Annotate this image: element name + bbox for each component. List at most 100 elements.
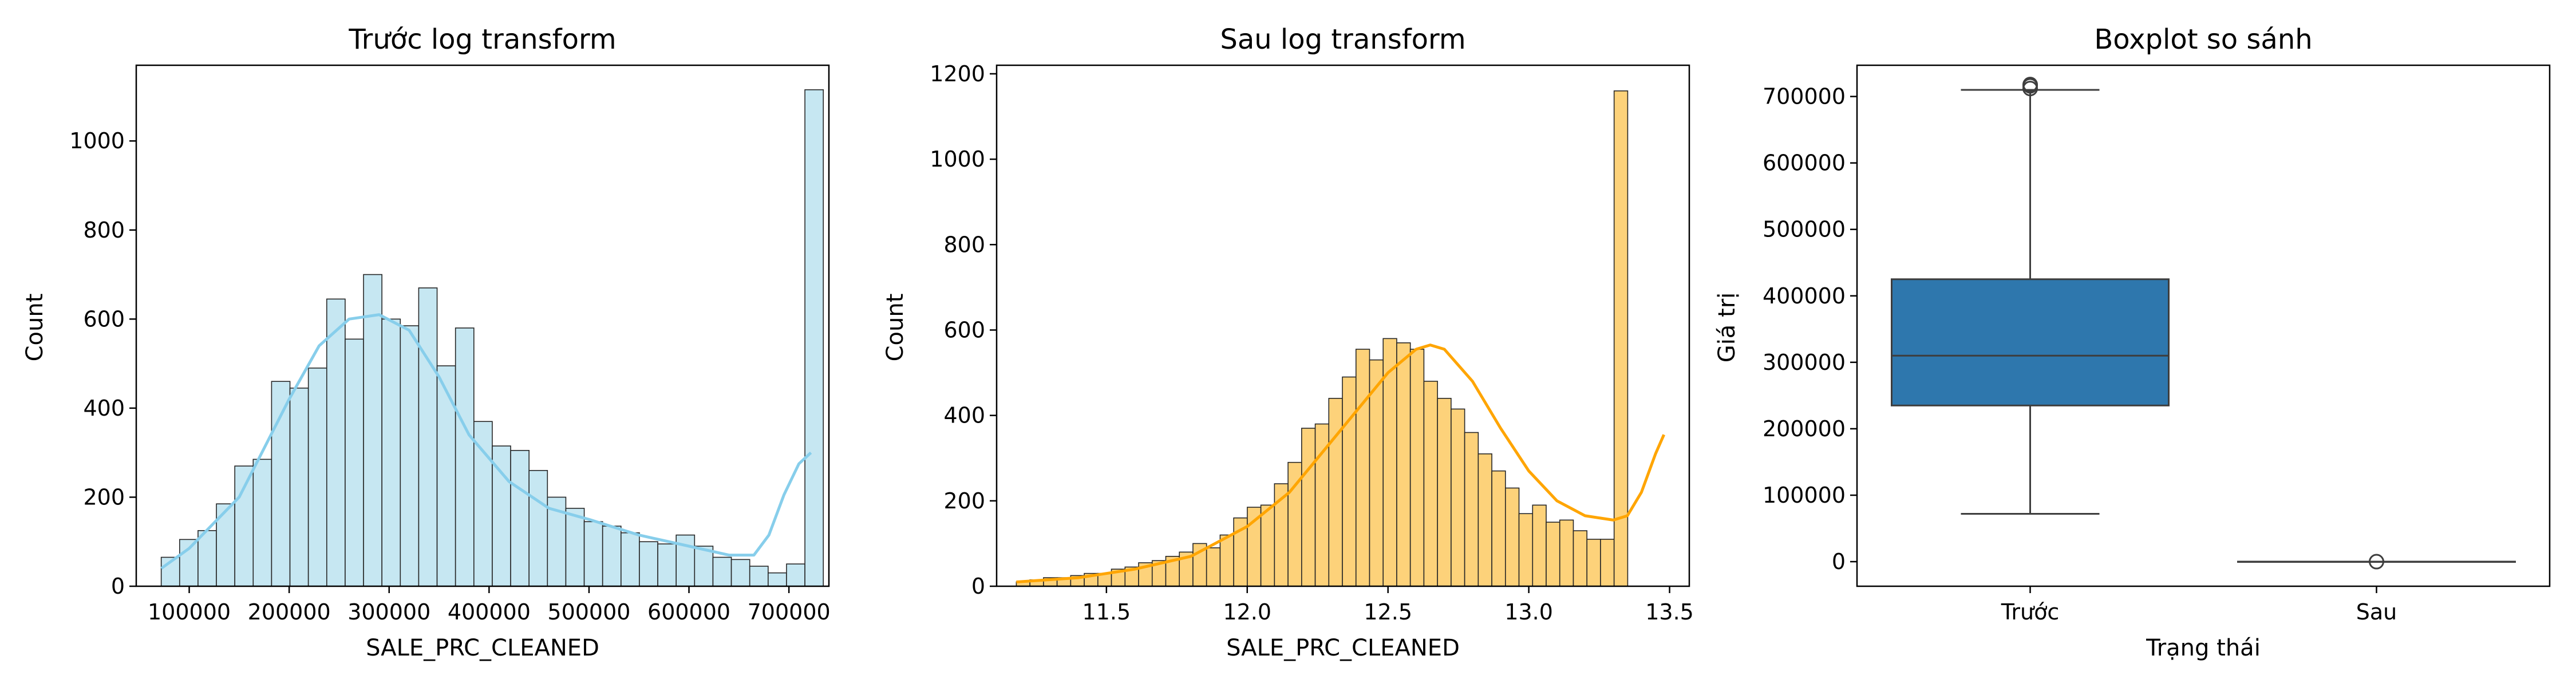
histogram-bar: [1600, 539, 1615, 587]
panel-before-log: Trước log transform SALE_PRC_CLEANED Cou…: [22, 23, 831, 661]
histogram-bar: [528, 469, 548, 587]
y-tick-label: 400: [83, 396, 125, 421]
histogram-bar: [1491, 470, 1506, 587]
histogram-bar: [565, 508, 585, 587]
x-tick-label: Trước: [2001, 599, 2059, 625]
histogram-bar: [1518, 513, 1534, 587]
x-tick-label: 300000: [347, 599, 430, 625]
histogram-bar: [363, 274, 382, 587]
histogram-bar: [1573, 530, 1588, 587]
x-tick-label: 200000: [248, 599, 331, 625]
histogram-bar: [1477, 453, 1492, 587]
x-tick-label: 12.0: [1223, 599, 1271, 625]
y-tick-label: 200000: [1763, 416, 1846, 441]
histogram-bar: [289, 388, 309, 587]
histogram-bar: [1355, 349, 1370, 587]
histogram-bar: [786, 563, 805, 587]
y-tick-label: 400: [943, 403, 985, 428]
histogram-bar: [1301, 428, 1316, 587]
chart-title: Trước log transform: [348, 23, 616, 56]
x-tick-label: 100000: [148, 599, 231, 625]
x-tick-label: 400000: [448, 599, 531, 625]
histogram-bar: [1328, 398, 1343, 587]
panel-boxplot: Boxplot so sánh Trạng thái Giá trị 0 1000…: [1714, 23, 2551, 661]
y-axis-label: Count: [882, 294, 908, 362]
histogram-bar: [1559, 519, 1574, 587]
histogram-bar: [418, 287, 438, 587]
panel-after-log: Sau log transform SALE_PRC_CLEANED Count…: [882, 23, 1694, 661]
histogram-bar: [639, 541, 658, 587]
histogram-bar: [1396, 342, 1411, 587]
histogram-bar: [345, 338, 364, 587]
histogram-bars: [1016, 90, 1629, 587]
histogram-bar: [1219, 534, 1234, 587]
histogram-bar: [694, 546, 714, 587]
chart-title: Boxplot so sánh: [2094, 23, 2312, 56]
y-tick-label: 500000: [1763, 217, 1846, 242]
histogram-bar: [510, 449, 530, 587]
y-tick-label: 200: [943, 488, 985, 514]
y-axis-label: Giá trị: [1714, 293, 1740, 363]
histogram-bar: [197, 530, 217, 587]
histogram-bar: [583, 521, 603, 587]
histogram-bar: [1260, 504, 1275, 587]
histogram-bar: [436, 365, 456, 587]
y-tick-label: 800: [83, 218, 125, 243]
chart-title: Sau log transform: [1220, 23, 1465, 56]
x-tick-label: 700000: [748, 599, 831, 625]
kde-curve: [160, 313, 812, 570]
y-tick-label: 0: [971, 574, 985, 599]
y-tick-label: 0: [1832, 549, 1846, 574]
y-tick-label: 600: [83, 306, 125, 331]
x-axis-label: SALE_PRC_CLEANED: [366, 635, 599, 661]
box-truoc: [1891, 77, 2170, 515]
histogram-bar: [621, 532, 640, 587]
histogram-bar: [768, 572, 787, 587]
y-tick-label: 600000: [1763, 151, 1846, 176]
histogram-bars: [160, 89, 824, 587]
histogram-bar: [602, 526, 622, 587]
y-tick-label: 800: [943, 232, 985, 257]
x-tick-label: Sau: [2356, 599, 2397, 625]
histogram-bar: [804, 89, 824, 587]
y-tick-label: 1000: [930, 147, 985, 172]
y-tick-label: 100000: [1763, 483, 1846, 508]
histogram-bar: [1546, 522, 1560, 587]
histogram-bar: [1409, 349, 1425, 587]
histogram-bar: [1532, 504, 1547, 587]
histogram-bar: [455, 327, 475, 587]
axes-frame: [135, 64, 830, 587]
x-tick-label: 13.5: [1645, 599, 1694, 625]
histogram-bar: [307, 368, 327, 587]
histogram-bar: [1613, 90, 1629, 587]
histogram-bar: [1464, 432, 1479, 587]
y-tick-label: 300000: [1763, 350, 1846, 375]
y-tick-label: 400000: [1763, 283, 1846, 309]
histogram-bar: [1342, 376, 1357, 587]
histogram-bar: [1423, 381, 1438, 587]
outlier-point: [2369, 554, 2384, 570]
x-axis-label: SALE_PRC_CLEANED: [1226, 635, 1460, 661]
histogram-bar: [400, 325, 420, 587]
kde-curve: [1016, 344, 1665, 583]
histogram-bar: [252, 459, 272, 587]
x-tick-label: 500000: [547, 599, 630, 625]
y-tick-label: 700000: [1763, 84, 1846, 109]
histogram-bar: [1437, 398, 1452, 587]
box-sau: [2237, 554, 2516, 570]
histogram-bar: [179, 539, 199, 587]
histogram-bar: [326, 298, 346, 587]
histogram-bar: [749, 566, 769, 587]
histogram-bar: [1451, 408, 1465, 587]
histogram-bar: [730, 559, 750, 587]
histogram-bar: [271, 381, 291, 587]
x-tick-label: 11.5: [1082, 599, 1131, 625]
histogram-bar: [234, 465, 254, 587]
outlier-point: [2022, 77, 2038, 93]
y-tick-label: 600: [943, 317, 985, 342]
y-tick-label: 0: [111, 574, 125, 599]
x-tick-label: 600000: [647, 599, 730, 625]
y-tick-label: 1200: [930, 61, 985, 86]
axes-frame: [995, 64, 1690, 587]
